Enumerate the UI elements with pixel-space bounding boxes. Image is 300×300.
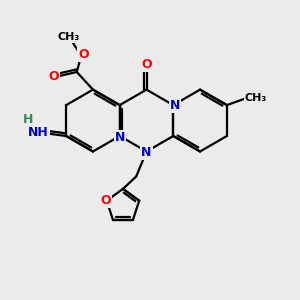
Text: O: O bbox=[49, 70, 59, 83]
Text: NH: NH bbox=[28, 126, 49, 139]
Text: CH₃: CH₃ bbox=[57, 32, 80, 42]
Text: O: O bbox=[141, 58, 152, 71]
Text: H: H bbox=[23, 113, 33, 126]
Text: O: O bbox=[100, 194, 110, 207]
Text: O: O bbox=[78, 48, 89, 61]
Text: N: N bbox=[169, 99, 180, 112]
Text: CH₃: CH₃ bbox=[244, 93, 267, 103]
Text: N: N bbox=[115, 131, 125, 144]
Text: N: N bbox=[141, 146, 152, 159]
